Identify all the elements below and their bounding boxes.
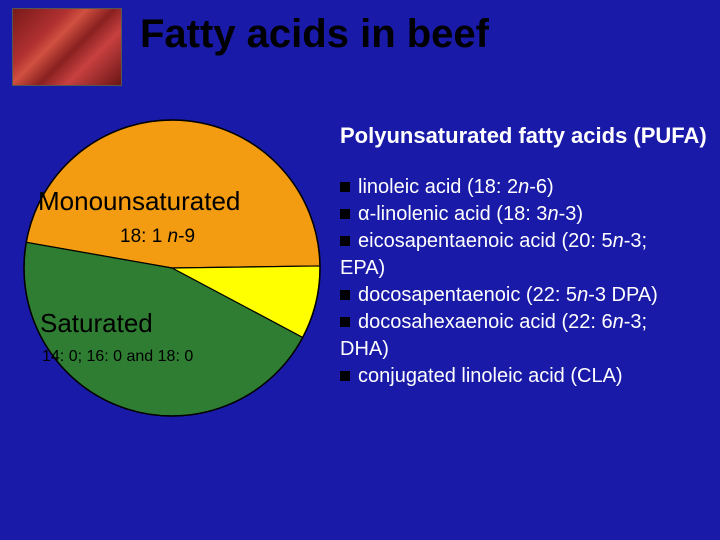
slide-title: Fatty acids in beef: [140, 12, 489, 57]
bullet-text: -linolenic acid (18: 3: [370, 203, 548, 225]
bullet-ital: n: [577, 284, 588, 306]
bullet-text: -3 DPA): [588, 284, 658, 306]
bullet-marker-icon: [340, 209, 350, 219]
bullet-text: EPA): [340, 257, 385, 279]
bullet-ital: n: [518, 176, 529, 198]
bullet-text: -3;: [624, 311, 647, 333]
bullet-text: DHA): [340, 338, 389, 360]
bullet-marker-icon: [340, 182, 350, 192]
mono-sub-prefix: 18: 1: [120, 226, 168, 247]
bullet-text: conjugated linoleic acid (CLA): [358, 365, 623, 387]
slide: Fatty acids in beef Monounsaturated 18: …: [0, 0, 720, 540]
pufa-bullet-list: linoleic acid (18: 2n-6)α-linolenic acid…: [340, 174, 710, 390]
pufa-bullet: eicosapentaenoic acid (20: 5n-3;: [340, 228, 710, 255]
bullet-ital: n: [547, 203, 558, 225]
bullet-ital: n: [613, 311, 624, 333]
pufa-bullet: linoleic acid (18: 2n-6): [340, 174, 710, 201]
bullet-marker-icon: [340, 290, 350, 300]
bullet-marker-icon: [340, 371, 350, 381]
bullet-text: eicosapentaenoic acid (20: 5: [358, 230, 613, 252]
bullet-sym: α: [358, 203, 370, 225]
pie-sublabel-monounsaturated: 18: 1 n-9: [120, 226, 195, 248]
mono-sub-suffix: -9: [178, 226, 195, 247]
bullet-text: docosapentaenoic (22: 5: [358, 284, 577, 306]
bullet-marker-icon: [340, 236, 350, 246]
bullet-text: -3): [559, 203, 583, 225]
bullet-text: -6): [529, 176, 553, 198]
pufa-bullet: conjugated linoleic acid (CLA): [340, 363, 710, 390]
beef-photo: [12, 8, 122, 86]
pufa-heading: Polyunsaturated fatty acids (PUFA): [340, 122, 710, 150]
bullet-text: docosahexaenoic acid (22: 6: [358, 311, 613, 333]
pie-label-saturated: Saturated: [40, 308, 153, 339]
pufa-bullet: α-linolenic acid (18: 3n-3): [340, 201, 710, 228]
bullet-text: -3;: [624, 230, 647, 252]
pie-label-monounsaturated: Monounsaturated: [38, 186, 240, 217]
bullet-marker-icon: [340, 317, 350, 327]
pufa-bullet-cont: DHA): [340, 336, 710, 363]
pufa-bullet: docosapentaenoic (22: 5n-3 DPA): [340, 282, 710, 309]
pie-chart: [22, 118, 322, 418]
pufa-column: Polyunsaturated fatty acids (PUFA) linol…: [340, 122, 710, 390]
pufa-bullet: docosahexaenoic acid (22: 6n-3;: [340, 309, 710, 336]
mono-sub-ital: n: [168, 226, 179, 247]
pufa-bullet-cont: EPA): [340, 255, 710, 282]
pie-sublabel-saturated: 14: 0; 16: 0 and 18: 0: [42, 348, 193, 366]
pie-svg: [22, 118, 322, 418]
bullet-text: linoleic acid (18: 2: [358, 176, 518, 198]
bullet-ital: n: [613, 230, 624, 252]
